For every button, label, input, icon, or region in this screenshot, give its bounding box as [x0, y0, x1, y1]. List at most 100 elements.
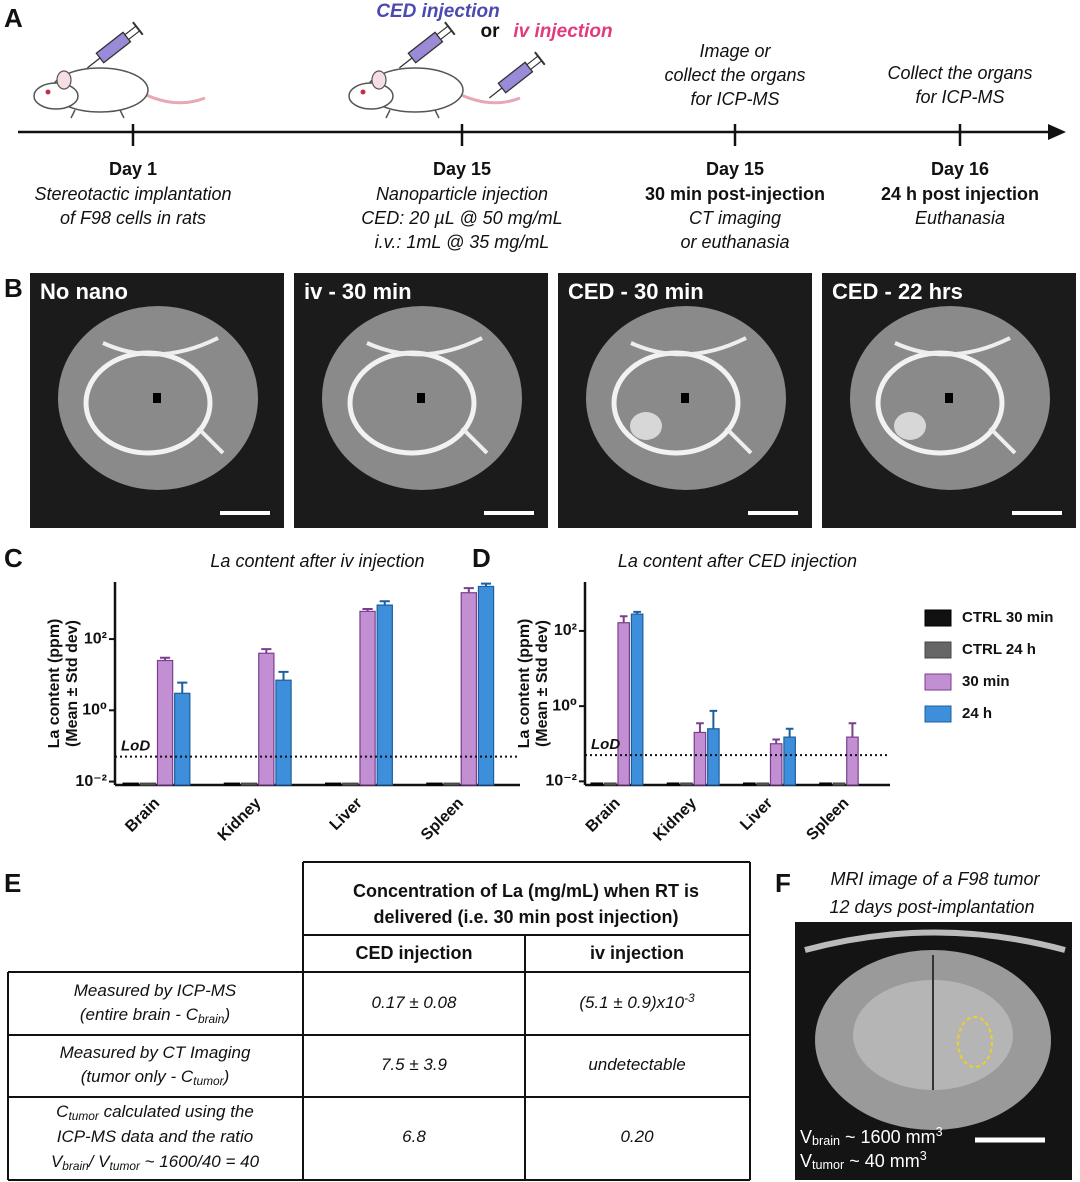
timeline-note: Image or	[699, 41, 771, 61]
text-run: / V	[88, 1152, 111, 1171]
bar	[590, 782, 604, 786]
bar	[477, 585, 495, 786]
bar	[240, 782, 258, 786]
legend-label: 24 h	[962, 705, 992, 722]
table-cell: (5.1 ± 0.9)x10-3	[579, 991, 695, 1012]
row-label: Measured by ICP-MS	[74, 981, 237, 1000]
text-run: V	[800, 1151, 812, 1171]
mri-volume: Vbrain ~ 1600 mm3	[800, 1125, 943, 1148]
injection-label: CED injection	[376, 1, 500, 22]
ct-label: iv - 30 min	[304, 279, 412, 304]
ct-bone	[630, 336, 753, 455]
subscript: tumor	[110, 1159, 141, 1173]
subscript: tumor	[68, 1109, 99, 1123]
error-bar	[362, 607, 373, 612]
panel-label: B	[4, 273, 23, 303]
text-run: )	[222, 1067, 230, 1086]
text-run: 7.5 ± 3.9	[381, 1055, 448, 1074]
ct-bone	[894, 336, 1017, 455]
lod-label: LoD	[121, 738, 150, 755]
table-cell: 0.20	[620, 1127, 654, 1146]
bar	[122, 782, 139, 786]
milestone-highlight: 24 h post injection	[881, 184, 1039, 204]
x-tick-label: Liver	[327, 795, 366, 834]
y-tick-label: 10⁻²	[75, 773, 107, 790]
error-bar	[785, 727, 794, 738]
injection-label: or	[481, 21, 501, 42]
ct-label: CED - 30 min	[568, 279, 704, 304]
legend-swatch	[924, 609, 952, 627]
timeline-note: collect the organs	[664, 65, 805, 85]
column-header: CED injection	[355, 943, 472, 963]
bar	[680, 782, 693, 786]
text-run: ~ 40 mm	[844, 1151, 920, 1171]
timeline-arrow	[1048, 124, 1066, 140]
y-tick-label: 10²	[554, 622, 577, 639]
text-run: Measured by CT Imaging	[60, 1043, 251, 1062]
error-bar	[379, 600, 390, 606]
x-tick-label: Brain	[583, 795, 624, 836]
milestone-day: Day 1	[109, 159, 157, 179]
subscript: brain	[812, 1134, 840, 1148]
syringe	[81, 21, 144, 76]
ct-cavity	[945, 393, 953, 403]
error-bar	[619, 615, 628, 623]
ct-contrast	[630, 412, 662, 440]
tumor-outline	[957, 1016, 993, 1068]
mri-title: MRI image of a F98 tumor	[830, 869, 1040, 889]
rat-illustration	[32, 66, 207, 120]
milestone-day: Day 15	[433, 159, 491, 179]
y-axis-label: La content (ppm)	[46, 619, 63, 749]
row-label: Vbrain/ Vtumor ~ 1600/40 = 40	[51, 1152, 260, 1172]
error-bar	[848, 722, 857, 738]
bar	[742, 782, 756, 786]
bar	[325, 782, 342, 786]
panel-label: C	[4, 543, 23, 573]
bar	[666, 782, 680, 786]
milestone-detail: i.v.: 1mL @ 35 mg/mL	[375, 232, 550, 252]
y-tick-label: 10⁰	[82, 702, 107, 719]
error-bar	[633, 610, 641, 615]
bar	[819, 782, 832, 786]
bar	[630, 613, 644, 786]
bar	[258, 652, 275, 786]
bar	[460, 592, 478, 786]
column-header: iv injection	[590, 943, 684, 963]
y-tick-label: 10²	[84, 630, 107, 647]
ct-cavity	[417, 393, 425, 403]
legend-label: CTRL 30 min	[962, 609, 1053, 626]
syringe	[483, 51, 546, 106]
text-run: 6.8	[402, 1127, 426, 1146]
legend-swatch	[924, 673, 952, 691]
text-run: )	[222, 1005, 230, 1024]
bar	[376, 604, 393, 786]
y-tick-label: 10⁻²	[545, 773, 577, 790]
error-bar	[160, 656, 171, 661]
y-axis-label: (Mean ± Std dev)	[64, 620, 81, 747]
bar	[342, 782, 359, 786]
mri-title: 12 days post-implantation	[829, 897, 1034, 917]
bar	[174, 692, 191, 786]
legend-label: CTRL 24 h	[962, 641, 1036, 658]
rat-illustration	[347, 66, 522, 120]
mri-volume: Vtumor ~ 40 mm3	[800, 1149, 927, 1172]
table-cell: 6.8	[402, 1127, 426, 1146]
text-run: ~ 1600 mm	[840, 1127, 936, 1147]
text-run: (5.1 ± 0.9)x10	[579, 993, 684, 1012]
table-header: Concentration of La (mg/mL) when RT is	[353, 881, 699, 901]
text-run: C	[56, 1102, 69, 1121]
milestone-detail: Euthanasia	[915, 208, 1005, 228]
timeline-note: for ICP-MS	[690, 89, 779, 109]
row-label: (tumor only - Ctumor)	[81, 1067, 230, 1087]
ct-bone	[366, 336, 489, 455]
x-tick-label: Kidney	[650, 795, 700, 845]
chart-title: La content after iv injection	[210, 551, 424, 571]
panel-label: F	[775, 868, 791, 898]
bar	[275, 679, 292, 786]
y-axis-label: La content (ppm)	[516, 619, 533, 749]
error-bar	[772, 738, 781, 744]
milestone-day: Day 15	[706, 159, 764, 179]
milestone-detail: or euthanasia	[680, 232, 789, 252]
bar	[707, 728, 720, 786]
panel-label: D	[472, 543, 491, 573]
